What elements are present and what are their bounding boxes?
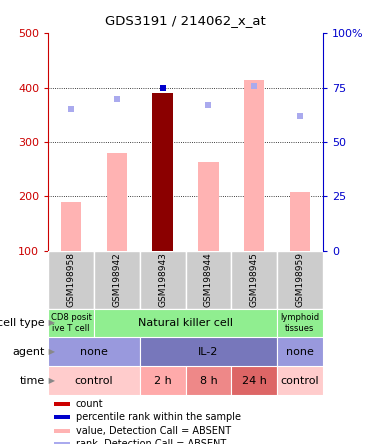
- Text: IL-2: IL-2: [198, 347, 219, 357]
- Bar: [244, 79, 265, 251]
- Bar: [198, 162, 219, 251]
- Text: Natural killer cell: Natural killer cell: [138, 318, 233, 328]
- Bar: [140, 337, 277, 366]
- Bar: [94, 309, 277, 337]
- Text: GSM198942: GSM198942: [112, 252, 121, 307]
- Text: GSM198958: GSM198958: [67, 252, 76, 307]
- Text: none: none: [80, 347, 108, 357]
- Text: percentile rank within the sample: percentile rank within the sample: [76, 412, 241, 422]
- Text: 2 h: 2 h: [154, 376, 171, 386]
- Bar: [54, 428, 70, 433]
- Text: control: control: [280, 376, 319, 386]
- Bar: [277, 251, 323, 309]
- Text: 8 h: 8 h: [200, 376, 217, 386]
- Bar: [48, 366, 140, 395]
- Bar: [277, 337, 323, 366]
- Bar: [48, 251, 94, 309]
- Bar: [152, 93, 173, 251]
- Text: ▶: ▶: [46, 347, 56, 357]
- Bar: [140, 366, 186, 395]
- Text: count: count: [76, 399, 103, 409]
- Bar: [231, 366, 277, 395]
- Text: ▶: ▶: [46, 376, 56, 385]
- Bar: [54, 415, 70, 420]
- Bar: [277, 366, 323, 395]
- Text: 24 h: 24 h: [242, 376, 267, 386]
- Text: GSM198943: GSM198943: [158, 252, 167, 307]
- Bar: [54, 402, 70, 406]
- Bar: [48, 337, 140, 366]
- Text: ▶: ▶: [46, 318, 56, 328]
- Bar: [186, 251, 231, 309]
- Text: cell type: cell type: [0, 318, 45, 328]
- Text: CD8 posit
ive T cell: CD8 posit ive T cell: [51, 313, 92, 333]
- Bar: [277, 309, 323, 337]
- Text: none: none: [286, 347, 314, 357]
- Bar: [61, 202, 81, 251]
- Text: control: control: [75, 376, 113, 386]
- Text: GSM198959: GSM198959: [295, 252, 304, 307]
- Text: GSM198944: GSM198944: [204, 252, 213, 307]
- Bar: [290, 192, 310, 251]
- Bar: [94, 251, 140, 309]
- Text: agent: agent: [12, 347, 45, 357]
- Text: value, Detection Call = ABSENT: value, Detection Call = ABSENT: [76, 426, 231, 436]
- Bar: [48, 309, 94, 337]
- Bar: [231, 251, 277, 309]
- Bar: [54, 442, 70, 444]
- Text: GDS3191 / 214062_x_at: GDS3191 / 214062_x_at: [105, 14, 266, 27]
- Bar: [140, 251, 186, 309]
- Text: GSM198945: GSM198945: [250, 252, 259, 307]
- Text: rank, Detection Call = ABSENT: rank, Detection Call = ABSENT: [76, 439, 226, 444]
- Text: lymphoid
tissues: lymphoid tissues: [280, 313, 319, 333]
- Bar: [186, 366, 231, 395]
- Bar: [106, 153, 127, 251]
- Text: time: time: [19, 376, 45, 386]
